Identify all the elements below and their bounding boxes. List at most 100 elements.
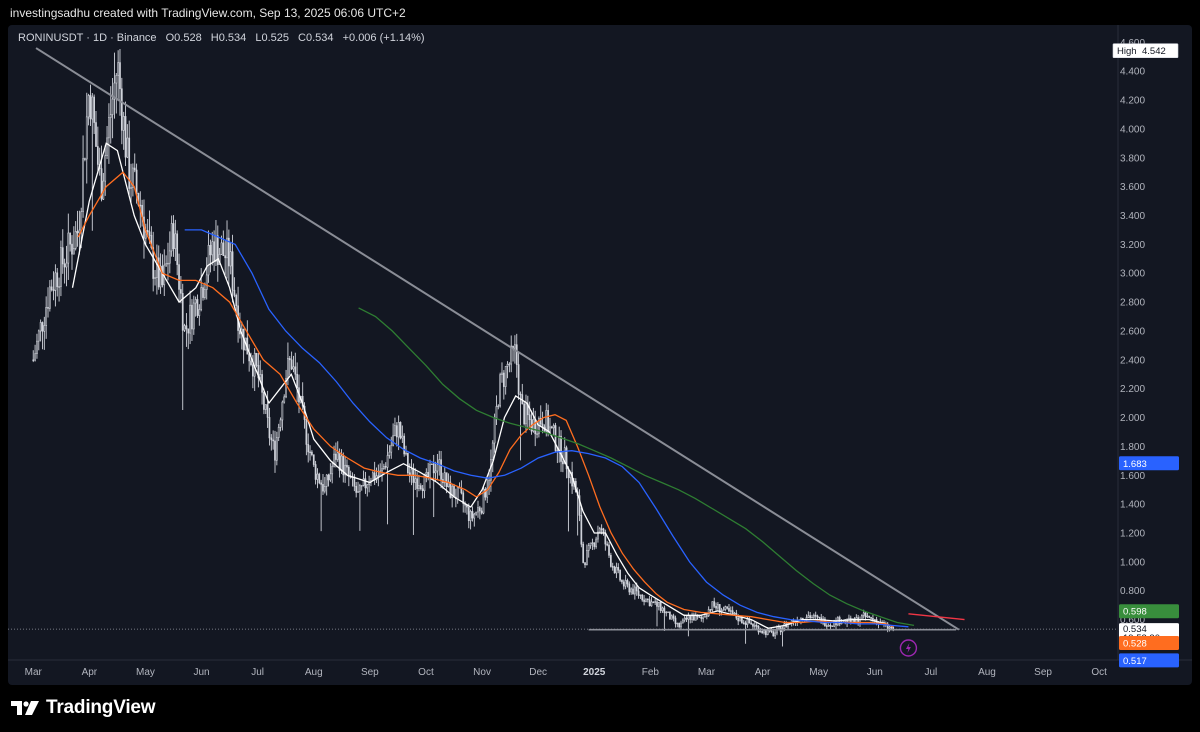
candle-body (359, 485, 361, 492)
candle-body (704, 616, 706, 618)
candle-body (335, 453, 337, 460)
candle-body (353, 476, 356, 487)
candle-body (204, 289, 206, 298)
candle-body (443, 472, 446, 484)
candle-body (41, 322, 44, 332)
x-tick-label: Apr (755, 667, 771, 678)
candle-body (560, 435, 562, 462)
candle-body (547, 410, 549, 433)
candle-body (117, 62, 119, 76)
candle-body (556, 450, 559, 452)
x-tick-label: Mar (698, 667, 716, 678)
candle-body (34, 353, 36, 361)
candle-body (519, 393, 522, 396)
candle-body (52, 289, 55, 291)
candle-body (325, 474, 328, 487)
x-tick-label: Oct (418, 667, 434, 678)
lightning-glyph (905, 643, 911, 653)
candle-body (316, 473, 319, 480)
candle-body (196, 299, 199, 316)
chart-panel[interactable]: 4.600 4.400 4.200 4.000 3.800 3.600 3.400 3.200… (8, 25, 1192, 685)
candle-body (39, 322, 42, 332)
candle-body (161, 265, 164, 286)
candle-body (711, 601, 714, 611)
candle-body (222, 242, 225, 256)
tradingview-brand[interactable]: TradingView (10, 697, 156, 719)
candle-body (229, 251, 232, 267)
y-tick-label: 4.200 (1120, 96, 1145, 107)
candle-body (399, 421, 402, 439)
candle-body (63, 263, 66, 268)
candle-body (630, 588, 633, 593)
candle-body (120, 88, 123, 131)
candle-body (776, 628, 778, 634)
change-value: +0.006 (+1.14%) (342, 32, 425, 44)
candle-body (362, 478, 365, 486)
candle-body (285, 378, 287, 398)
y-tick-label: 1.200 (1120, 529, 1145, 540)
candle-body (813, 614, 815, 618)
candle-body (122, 116, 125, 131)
candle-body (104, 155, 107, 182)
candle-body (100, 168, 103, 200)
symbol-legend[interactable]: RONINUSDT · 1D · Binance O0.528 H0.534 L… (18, 32, 425, 44)
candle-body (872, 618, 874, 621)
candle-body (637, 590, 640, 596)
candle-body (742, 622, 745, 624)
x-tick-label: Sep (1034, 667, 1052, 678)
candle-body (811, 616, 813, 619)
candle-body (656, 601, 658, 607)
candle-body (419, 485, 422, 490)
candle-body (126, 137, 129, 158)
candle-body (674, 617, 677, 624)
candle-body (288, 358, 291, 361)
y-tick-label: 2.600 (1120, 326, 1145, 337)
candle-body (641, 594, 644, 601)
candle-body (563, 447, 566, 465)
candle-body (181, 292, 184, 331)
candle-body (663, 607, 666, 614)
candle-body (873, 619, 876, 621)
candle-body (414, 478, 417, 483)
candle-body (436, 464, 439, 472)
candle-body (224, 255, 227, 259)
candle-body (654, 601, 657, 603)
candle-body (216, 235, 219, 265)
candle-body (311, 451, 313, 456)
y-tick-label: 4.400 (1120, 67, 1145, 78)
candle-body (113, 82, 116, 100)
candle-body (425, 472, 428, 475)
candle-body (670, 615, 673, 620)
price-chart[interactable]: 4.600 4.400 4.200 4.000 3.800 3.600 3.400 3.200… (8, 25, 1192, 685)
candle-body (593, 542, 596, 547)
candle-body (598, 528, 601, 533)
candle-body (37, 330, 40, 342)
candle-body (233, 289, 236, 296)
candle-body (148, 231, 151, 236)
candle-body (200, 287, 203, 310)
candle-body (403, 435, 406, 455)
candle-body (726, 606, 728, 609)
candle-body (231, 251, 234, 291)
candle-body (89, 95, 92, 120)
y-tick-label: 0.800 (1120, 586, 1145, 597)
red-trendline (908, 613, 965, 621)
candle-body (508, 363, 511, 366)
tradingview-logo-icon (11, 701, 39, 715)
candle-body (202, 287, 204, 298)
candle-body (111, 98, 114, 115)
candle-body (449, 481, 452, 498)
x-tick-label: Nov (473, 667, 491, 678)
candle-body (187, 328, 190, 334)
candle-body (528, 414, 531, 421)
candle-body (545, 410, 548, 432)
candle-body (405, 452, 407, 455)
candle-body (539, 418, 542, 425)
candle-body (388, 451, 391, 456)
candle-body (600, 528, 603, 530)
candle-body (471, 511, 474, 519)
candle-body (394, 425, 396, 437)
symbol-label: RONINUSDT · 1D · Binance (18, 32, 157, 44)
candle-body (763, 630, 765, 634)
